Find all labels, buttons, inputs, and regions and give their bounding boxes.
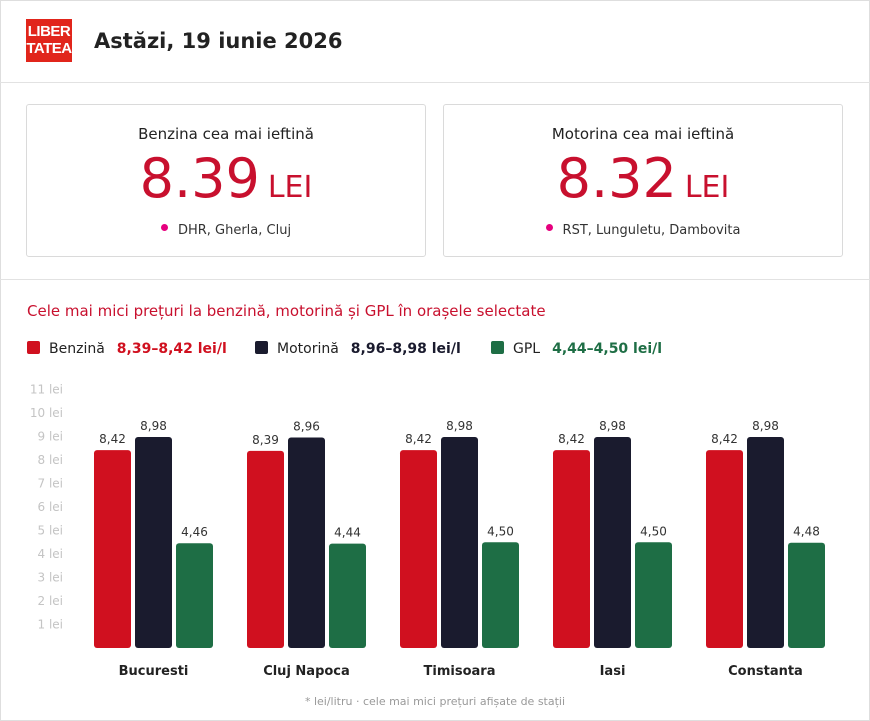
bar: [788, 542, 825, 648]
legend-item-motorina[interactable]: Motorină 8,96–8,98 lei/l: [255, 341, 461, 357]
page-title: Astăzi, 19 iunie 2026: [94, 29, 343, 53]
card-location: RST, Lunguletu, Dambovita: [444, 223, 842, 238]
bar-value-label: 8,42: [558, 432, 585, 446]
bar-value-label: 8,42: [99, 432, 126, 446]
bar: [635, 542, 672, 648]
legend-swatch: [491, 341, 504, 354]
price-unit: LEI: [267, 170, 313, 205]
category-label: Constanta: [728, 664, 803, 679]
y-tick-label: 1 lei: [38, 618, 64, 632]
legend-label: Benzină: [49, 341, 105, 357]
y-tick-label: 11 lei: [30, 383, 63, 397]
card-title: Motorina cea mai ieftină: [551, 125, 735, 143]
logo-line-2: TATEA: [26, 40, 72, 57]
legend-range: 4,44–4,50 lei/l: [552, 341, 663, 357]
legend-swatch: [255, 341, 268, 354]
section-divider: [0, 279, 870, 280]
cheapest-petrol-card: Benzina cea mai ieftină 8.39 LEI DHR, Ghe…: [26, 104, 426, 257]
legend-range: 8,96–8,98 lei/l: [350, 341, 461, 357]
bar: [441, 436, 478, 648]
logo-line-1: LIBER: [27, 23, 71, 40]
y-tick-label: 3 lei: [38, 571, 64, 585]
bar-value-label: 8,42: [405, 432, 432, 446]
location-pin-icon: [160, 224, 168, 231]
cheapest-diesel-card: Motorina cea mai ieftină 8.32 LEI RST, Lu…: [443, 104, 843, 257]
bar: [553, 450, 590, 648]
bar-value-label: 4,46: [181, 525, 208, 539]
footnote: * lei/litru · cele mai mici prețuri afiș…: [304, 695, 566, 708]
bar: [135, 436, 172, 648]
card-title: Benzina cea mai ieftină: [138, 125, 314, 143]
legend-range: 8,39–8,42 lei/l: [116, 341, 227, 357]
legend-label: Motorină: [277, 341, 339, 357]
bar-value-label: 8,98: [446, 419, 473, 433]
bar: [329, 543, 366, 648]
legend-item-benzina[interactable]: Benzină 8,39–8,42 lei/l: [27, 341, 227, 357]
bar: [176, 543, 213, 648]
y-tick-label: 6 lei: [38, 500, 64, 514]
y-tick-label: 10 lei: [30, 406, 63, 420]
card-location: DHR, Gherla, Cluj: [27, 223, 425, 238]
bar: [288, 437, 325, 648]
legend-swatch: [27, 341, 40, 354]
bar-value-label: 8,96: [293, 419, 320, 433]
chart-title: Cele mai mici prețuri la benzină, motori…: [27, 302, 546, 320]
category-label: Iasi: [600, 664, 626, 679]
y-tick-label: 7 lei: [38, 477, 64, 491]
category-label: Cluj Napoca: [263, 664, 350, 679]
bar: [747, 436, 784, 648]
bar-value-label: 8,39: [252, 433, 279, 447]
location-pin-icon: [545, 224, 553, 231]
price-value: 8.32: [556, 147, 677, 210]
bar: [594, 436, 631, 648]
y-tick-label: 5 lei: [38, 524, 64, 538]
legend-item-gpl[interactable]: GPL 4,44–4,50 lei/l: [491, 341, 662, 357]
price-value: 8.39: [139, 147, 260, 210]
card-price: 8.39 LEI: [27, 147, 425, 210]
y-tick-label: 8 lei: [38, 453, 64, 467]
y-tick-label: 9 lei: [38, 430, 64, 444]
header: LIBER TATEA Astăzi, 19 iunie 2026: [0, 0, 870, 83]
bar-value-label: 8,42: [711, 432, 738, 446]
bar-chart: 1 lei 2 lei 3 lei 4 lei 5 lei 6 lei 7 lei 8 lei…: [30, 383, 825, 679]
bar: [247, 450, 284, 648]
libertatea-logo[interactable]: LIBER TATEA: [26, 19, 72, 62]
card-price: 8.32 LEI: [444, 147, 842, 210]
bar-value-label: 8,98: [752, 419, 779, 433]
location-text: DHR, Gherla, Cluj: [177, 223, 292, 238]
bar-value-label: 4,50: [640, 524, 667, 538]
price-unit: LEI: [684, 170, 730, 205]
bar-value-label: 4,48: [793, 525, 820, 539]
category-label: Bucuresti: [119, 664, 189, 679]
y-tick-label: 4 lei: [38, 547, 64, 561]
bar: [400, 450, 437, 648]
bar-value-label: 8,98: [140, 419, 167, 433]
bar-value-label: 4,44: [334, 526, 361, 540]
category-label: Timisoara: [424, 664, 496, 679]
y-tick-label: 2 lei: [38, 594, 64, 608]
bar-value-label: 8,98: [599, 419, 626, 433]
bar-value-label: 4,50: [487, 524, 514, 538]
bar: [94, 450, 131, 648]
bar: [706, 450, 743, 648]
legend-label: GPL: [513, 341, 541, 357]
bar: [482, 542, 519, 648]
location-text: RST, Lunguletu, Dambovita: [562, 223, 741, 238]
